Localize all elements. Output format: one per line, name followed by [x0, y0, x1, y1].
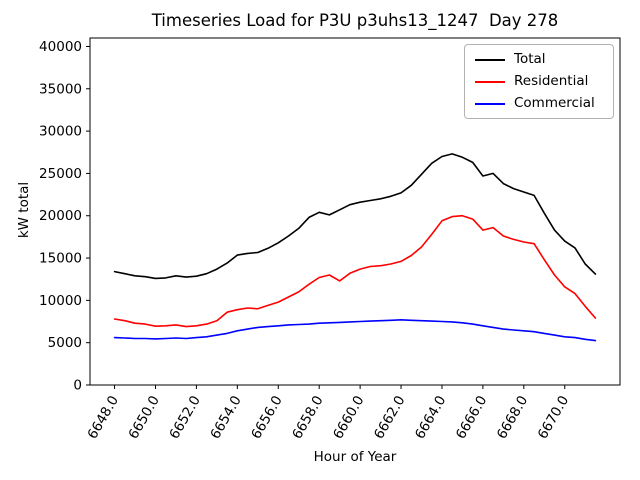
axes-frame — [89, 37, 621, 386]
x-tick-label: 6650.0 — [125, 393, 162, 442]
legend-box: Total Residential Commercial — [464, 44, 614, 119]
legend-line-sample-total — [475, 58, 505, 61]
x-tick-label: 6654.0 — [207, 393, 244, 442]
legend-label: Residential — [514, 73, 589, 89]
x-axis-label: Hour of Year — [313, 449, 397, 465]
legend-item-commercial: Commercial — [475, 96, 603, 111]
y-tick-label: 5000 — [48, 335, 82, 351]
legend-line-sample-commercial — [475, 102, 505, 105]
x-tick-label: 6662.0 — [371, 393, 408, 442]
x-tick-label: 6658.0 — [289, 393, 326, 442]
y-tick-label: 15000 — [39, 251, 82, 267]
legend-item-residential: Residential — [475, 74, 603, 89]
y-tick-label: 25000 — [39, 166, 82, 182]
x-tick-label: 6670.0 — [535, 393, 572, 442]
series-line-commercial — [113, 318, 597, 342]
y-tick-label: 0 — [73, 378, 82, 394]
legend-line-sample-residential — [475, 80, 505, 83]
y-tick-label: 40000 — [39, 39, 82, 55]
x-tick-label: 6652.0 — [166, 393, 203, 442]
y-tick-label: 10000 — [39, 293, 82, 309]
y-tick-label: 35000 — [39, 81, 82, 97]
y-tick-label: 20000 — [39, 208, 82, 224]
legend-item-total: Total — [475, 52, 603, 67]
x-tick-label: 6668.0 — [494, 393, 531, 442]
x-tick-label: 6648.0 — [85, 393, 122, 442]
series-line-total — [113, 153, 597, 280]
chart-title: Timeseries Load for P3U p3uhs13_1247 Day… — [151, 11, 559, 30]
x-tick-label: 6660.0 — [330, 393, 367, 442]
x-tick-label: 6666.0 — [453, 393, 490, 442]
series-line-residential — [113, 214, 597, 328]
x-tick-label: 6664.0 — [412, 393, 449, 442]
x-tick-label: 6656.0 — [248, 393, 285, 442]
legend-label: Commercial — [514, 95, 595, 111]
legend-label: Total — [514, 51, 546, 67]
y-tick-label: 30000 — [39, 124, 82, 140]
